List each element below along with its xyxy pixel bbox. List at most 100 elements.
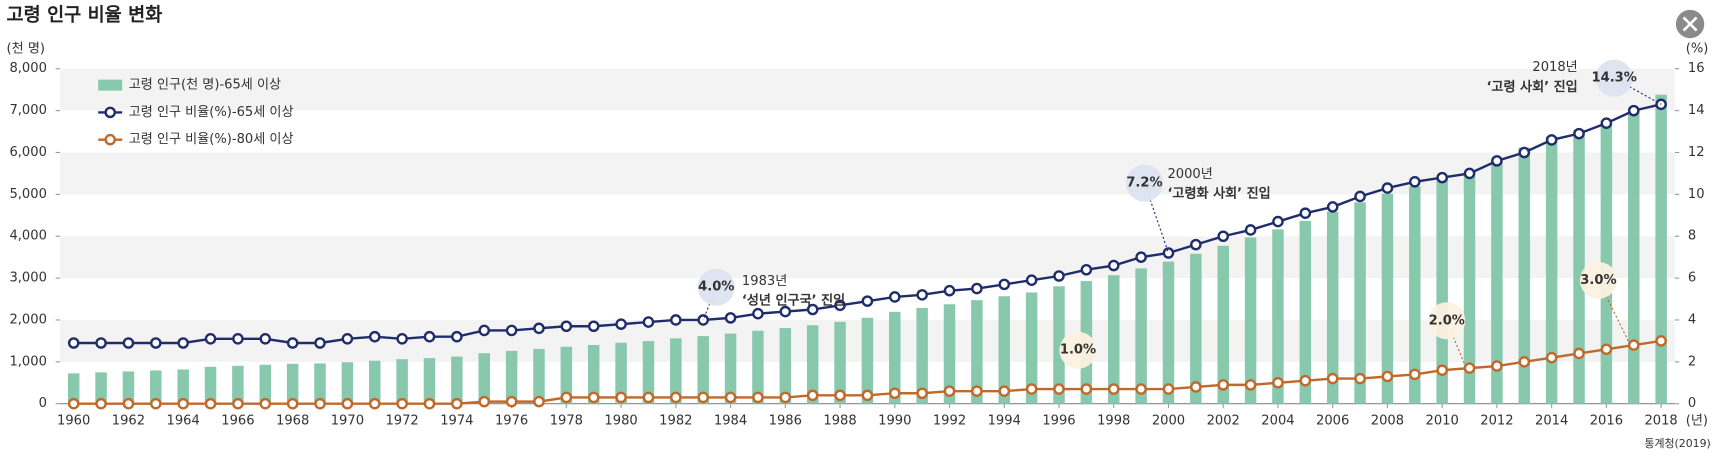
point [341, 397, 354, 410]
close-button[interactable] [1675, 9, 1705, 39]
bar [451, 356, 463, 404]
bar [1409, 186, 1421, 404]
point [368, 330, 381, 343]
point [724, 312, 737, 324]
point [615, 318, 627, 330]
y-tick-label: 3,000 [9, 271, 46, 286]
point [1244, 224, 1257, 236]
point [1436, 364, 1448, 376]
x-tick-label: 2004 [1261, 414, 1294, 429]
x-axis-label: (년) [1686, 413, 1708, 429]
bar [1162, 261, 1175, 404]
point [1600, 343, 1613, 356]
source: 통계청(2019) [1644, 437, 1710, 450]
point [150, 397, 162, 410]
point [752, 391, 764, 404]
point [1053, 270, 1065, 282]
y2-tick-label: 0 [1688, 396, 1696, 411]
point [1627, 339, 1640, 351]
point [560, 391, 573, 404]
point [1190, 381, 1202, 393]
bar [67, 373, 80, 404]
y2-tick-label: 16 [1688, 61, 1705, 76]
point [177, 337, 189, 349]
y2-tick-label: 2 [1688, 354, 1696, 369]
x-tick-label: 1986 [769, 414, 802, 429]
x-tick-label: 1990 [878, 414, 911, 429]
data-label: 3.0% [1580, 273, 1616, 288]
bar [341, 362, 354, 404]
y-tick-label: 4,000 [9, 229, 46, 244]
point [752, 307, 764, 320]
label-badge [1428, 302, 1466, 340]
y-tick-label: 0 [39, 396, 47, 411]
bar [1053, 286, 1065, 404]
bar [1628, 107, 1640, 404]
point [998, 385, 1011, 397]
bar [615, 342, 627, 404]
legend-label: 고령 인구 비율(%)-80세 이상 [129, 131, 294, 147]
point [423, 330, 436, 343]
x-tick-label: 1992 [933, 414, 966, 429]
point [1381, 370, 1394, 383]
label-badge [697, 268, 735, 306]
point [67, 397, 80, 410]
y2-tick-label: 10 [1688, 187, 1705, 202]
point [396, 333, 408, 345]
bar [724, 333, 737, 404]
x-tick-label: 2008 [1371, 414, 1404, 429]
point [505, 324, 518, 337]
bar [670, 338, 682, 404]
bar [505, 350, 518, 404]
x-tick-label: 1974 [440, 414, 473, 429]
legend-swatch [104, 106, 116, 119]
bar [286, 363, 299, 404]
bar [314, 363, 326, 404]
y-tick-label: 6,000 [9, 145, 46, 160]
bar [1436, 179, 1448, 404]
bar [1655, 94, 1667, 404]
y2-tick-label: 8 [1688, 229, 1696, 244]
point [259, 397, 272, 410]
bar [1354, 202, 1366, 404]
point [806, 389, 819, 402]
y-tick-label: 5,000 [9, 187, 46, 202]
point [67, 337, 80, 349]
y-tick-label: 7,000 [9, 103, 46, 118]
point [1107, 259, 1120, 272]
bar [150, 370, 162, 404]
point [232, 333, 244, 345]
y-tick-label: 8,000 [9, 61, 46, 76]
point [1409, 368, 1421, 381]
bar [998, 296, 1011, 404]
point [122, 397, 135, 410]
legend-swatch [104, 133, 116, 146]
point [232, 397, 244, 410]
point [204, 397, 217, 410]
x-tick-label: 1982 [659, 414, 692, 429]
y2-tick-label: 12 [1688, 145, 1705, 160]
point [1272, 215, 1284, 228]
y-tick-label: 1,000 [9, 354, 46, 369]
point [478, 395, 491, 408]
bar [177, 369, 189, 404]
bar [560, 346, 573, 404]
point [1326, 372, 1339, 385]
point [1299, 374, 1312, 387]
point [286, 337, 299, 349]
point [314, 337, 326, 349]
point [998, 278, 1011, 291]
x-tick-label: 1966 [221, 414, 254, 429]
point [560, 320, 573, 333]
point [1627, 104, 1640, 117]
point [1053, 383, 1065, 395]
point [1655, 98, 1667, 111]
point [1491, 360, 1503, 372]
point [423, 397, 436, 410]
point [95, 337, 107, 349]
data-label: 2.0% [1429, 313, 1465, 328]
point [1135, 251, 1147, 263]
y-axis-label: (천 명) [7, 41, 45, 57]
point [861, 389, 874, 402]
